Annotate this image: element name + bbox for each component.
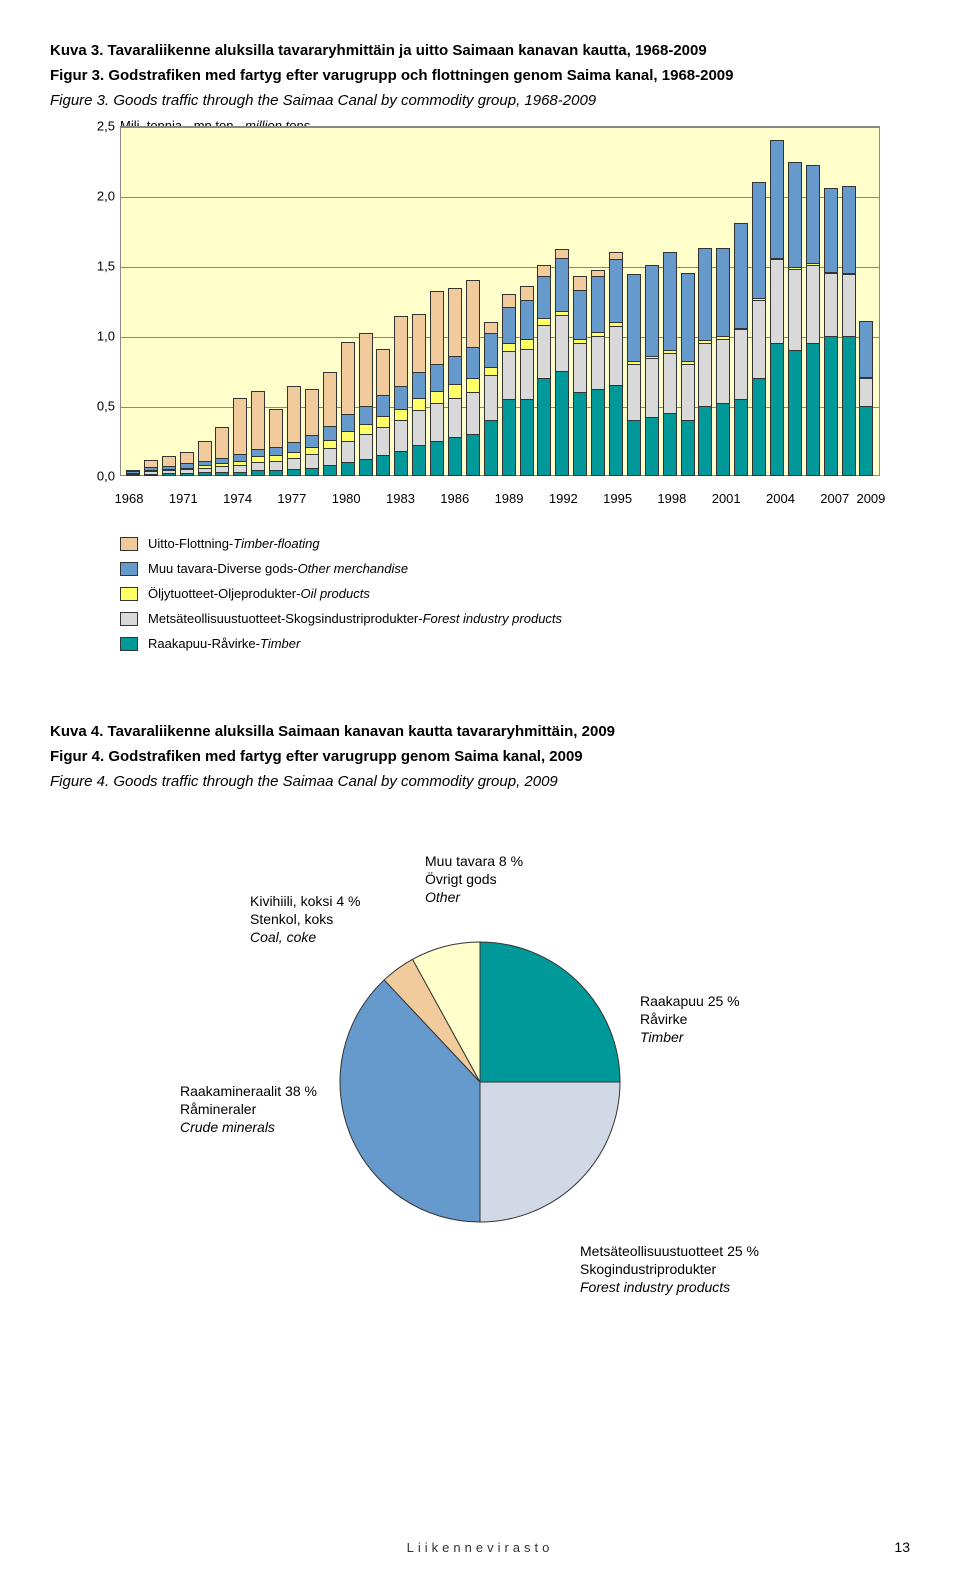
x-tick: 1995 [598, 491, 638, 506]
pie-label: Muu tavara 8 %Övrigt godsOther [425, 852, 523, 907]
y-tick: 1,0 [80, 329, 115, 344]
x-tick: 2004 [760, 491, 800, 506]
pie-chart: Raakapuu 25 %RåvirkeTimber Metsäteollisuu… [180, 822, 780, 1302]
y-tick: 2,0 [80, 189, 115, 204]
x-tick: 1968 [109, 491, 149, 506]
x-tick: 2007 [815, 491, 855, 506]
x-tick: 2009 [851, 491, 891, 506]
chart3-title-sv: Figur 3. Godstrafiken med fartyg efter v… [50, 65, 910, 86]
pie-label: Metsäteollisuustuotteet 25 %Skogindustri… [580, 1242, 759, 1297]
x-tick: 1992 [543, 491, 583, 506]
x-tick: 2001 [706, 491, 746, 506]
chart3-bars [120, 126, 880, 476]
x-tick: 1998 [652, 491, 692, 506]
x-tick: 1983 [380, 491, 420, 506]
chart3-title-fi: Kuva 3. Tavaraliikenne aluksilla tavarar… [50, 40, 910, 61]
pie-label: Raakapuu 25 %RåvirkeTimber [640, 992, 740, 1047]
pie-label: Kivihiili, koksi 4 %Stenkol, koksCoal, c… [250, 892, 360, 947]
y-tick: 0,0 [80, 469, 115, 484]
x-tick: 1971 [163, 491, 203, 506]
chart3-title-en: Figure 3. Goods traffic through the Saim… [50, 90, 910, 111]
legend-item: Öljytuotteet-Oljeprodukter-Oil products [120, 586, 910, 601]
legend-item: Metsäteollisuustuotteet-Skogsindustripro… [120, 611, 910, 626]
x-tick: 1974 [218, 491, 258, 506]
footer-text: Liikennevirasto [0, 1540, 960, 1555]
chart4-title-fi: Kuva 4. Tavaraliikenne aluksilla Saimaan… [50, 721, 910, 742]
y-tick: 1,5 [80, 259, 115, 274]
chart3-area: Milj. tonnia - mn ton - million tons 0,0… [80, 126, 880, 506]
legend-item: Muu tavara-Diverse gods-Other merchandis… [120, 561, 910, 576]
chart3-legend: Uitto-Flottning-Timber-floating Muu tavar… [120, 536, 910, 651]
legend-item: Raakapuu-Råvirke-Timber [120, 636, 910, 651]
chart4-title-sv: Figur 4. Godstrafiken med fartyg efter v… [50, 746, 910, 767]
pie-label: Raakamineraalit 38 %RåmineralerCrude min… [180, 1082, 317, 1137]
x-tick: 1980 [326, 491, 366, 506]
chart4-title-en: Figure 4. Goods traffic through the Saim… [50, 771, 910, 792]
page-number: 13 [894, 1539, 910, 1555]
y-tick: 2,5 [80, 119, 115, 134]
x-tick: 1986 [435, 491, 475, 506]
legend-item: Uitto-Flottning-Timber-floating [120, 536, 910, 551]
x-tick: 1977 [272, 491, 312, 506]
y-tick: 0,5 [80, 399, 115, 414]
x-tick: 1989 [489, 491, 529, 506]
